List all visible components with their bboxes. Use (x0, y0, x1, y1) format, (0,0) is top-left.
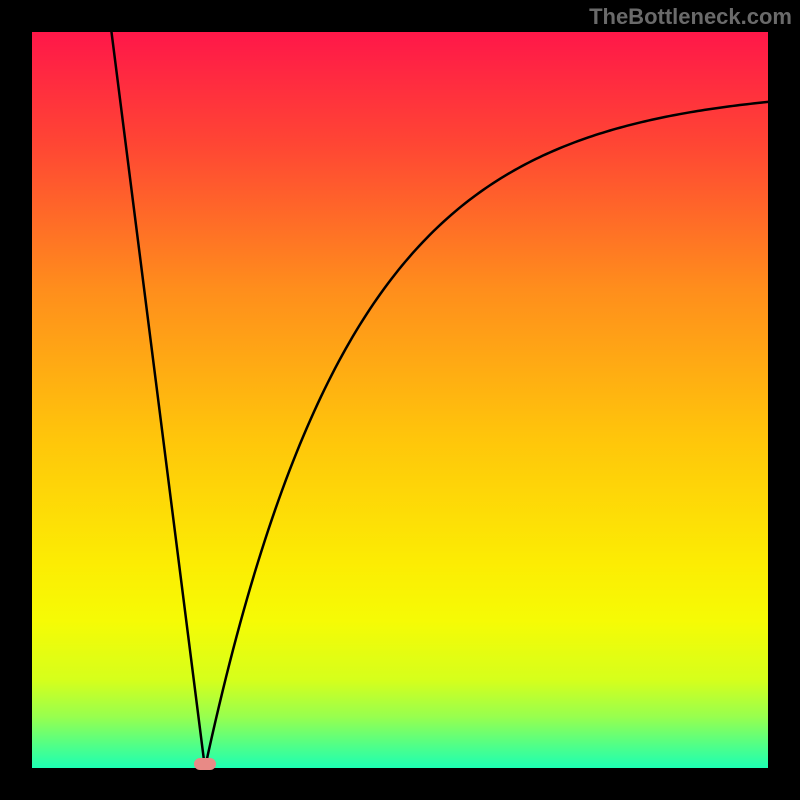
plot-area (32, 32, 768, 768)
minimum-marker (194, 758, 216, 770)
watermark-label: TheBottleneck.com (589, 4, 792, 30)
bottleneck-curve (111, 32, 768, 768)
chart-container: TheBottleneck.com (0, 0, 800, 800)
curve-svg (32, 32, 768, 768)
